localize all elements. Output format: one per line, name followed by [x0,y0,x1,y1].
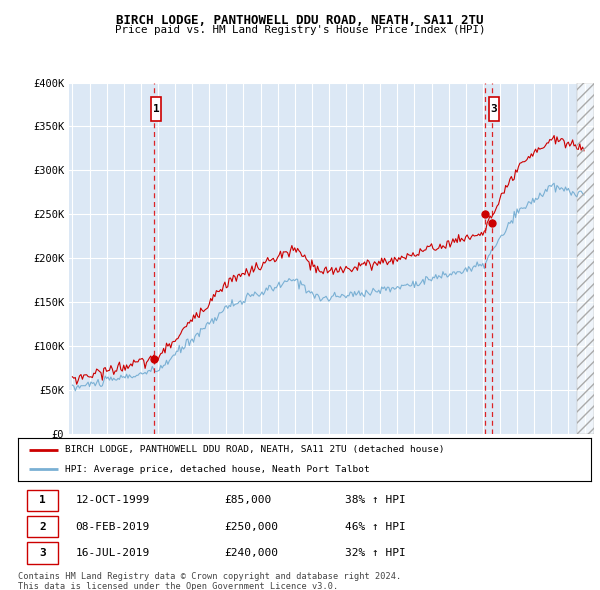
Text: 46% ↑ HPI: 46% ↑ HPI [344,522,406,532]
Text: BIRCH LODGE, PANTHOWELL DDU ROAD, NEATH, SA11 2TU: BIRCH LODGE, PANTHOWELL DDU ROAD, NEATH,… [116,14,484,27]
Text: 3: 3 [39,548,46,558]
Text: 1: 1 [152,104,160,114]
Text: 08-FEB-2019: 08-FEB-2019 [76,522,149,532]
Bar [577,83,594,434]
Text: BIRCH LODGE, PANTHOWELL DDU ROAD, NEATH, SA11 2TU (detached house): BIRCH LODGE, PANTHOWELL DDU ROAD, NEATH,… [65,445,445,454]
FancyBboxPatch shape [489,97,499,121]
Text: 12-OCT-1999: 12-OCT-1999 [76,495,149,505]
Text: Price paid vs. HM Land Registry's House Price Index (HPI): Price paid vs. HM Land Registry's House … [115,25,485,35]
Text: 32% ↑ HPI: 32% ↑ HPI [344,548,406,558]
Text: Contains HM Land Registry data © Crown copyright and database right 2024.: Contains HM Land Registry data © Crown c… [18,572,401,581]
Text: 2: 2 [39,522,46,532]
FancyBboxPatch shape [26,542,58,563]
Text: This data is licensed under the Open Government Licence v3.0.: This data is licensed under the Open Gov… [18,582,338,590]
Text: 38% ↑ HPI: 38% ↑ HPI [344,495,406,505]
Text: 3: 3 [491,104,497,114]
Bar [577,83,594,434]
Text: 16-JUL-2019: 16-JUL-2019 [76,548,149,558]
Text: £85,000: £85,000 [224,495,272,505]
FancyBboxPatch shape [26,516,58,537]
Text: £250,000: £250,000 [224,522,278,532]
FancyBboxPatch shape [151,97,161,121]
Text: HPI: Average price, detached house, Neath Port Talbot: HPI: Average price, detached house, Neat… [65,465,370,474]
Text: £240,000: £240,000 [224,548,278,558]
FancyBboxPatch shape [26,490,58,511]
Text: 1: 1 [39,495,46,505]
